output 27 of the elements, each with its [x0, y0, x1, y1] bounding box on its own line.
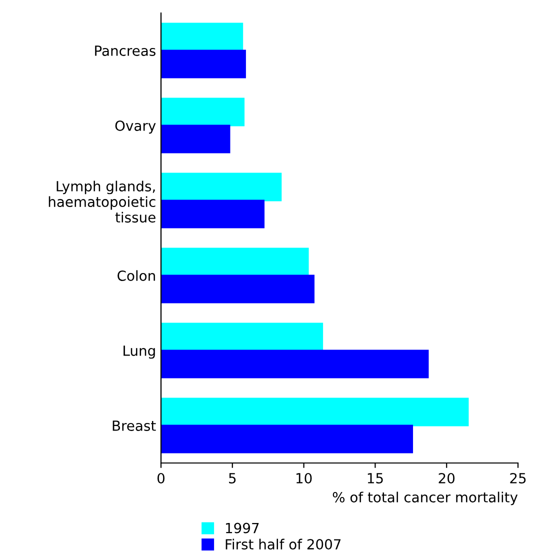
x-tick-label: 15 [368, 473, 383, 484]
bar [161, 98, 245, 126]
legend-label: First half of 2007 [226, 538, 341, 550]
bar [161, 22, 244, 52]
bar [161, 350, 429, 378]
bar [161, 424, 414, 454]
x-tick-label: 25 [510, 472, 526, 484]
bar [161, 200, 265, 228]
y-tick-label: Pancreas [95, 46, 156, 56]
x-tick-label: 0 [157, 472, 164, 484]
bar [161, 124, 230, 154]
y-tick-label: Ovary [115, 120, 156, 134]
x-tick-label: 20 [438, 472, 455, 484]
bar [161, 398, 469, 426]
y-tick-label: Lymph glands, haematopoietic tissue [48, 180, 156, 223]
x-tick-label: 5 [229, 473, 236, 484]
bar [161, 274, 314, 304]
y-tick-label: Lung [124, 346, 155, 359]
y-tick-label: Colon [118, 270, 155, 281]
bar [161, 322, 324, 352]
x-axis-title: % of total cancer mortality [332, 492, 518, 506]
y-tick-label: Breast [112, 420, 156, 431]
bar [161, 172, 282, 202]
x-tick-label: 10 [296, 472, 312, 484]
bar [161, 50, 246, 78]
legend-label: 1997 [226, 522, 259, 534]
bar [161, 248, 309, 276]
